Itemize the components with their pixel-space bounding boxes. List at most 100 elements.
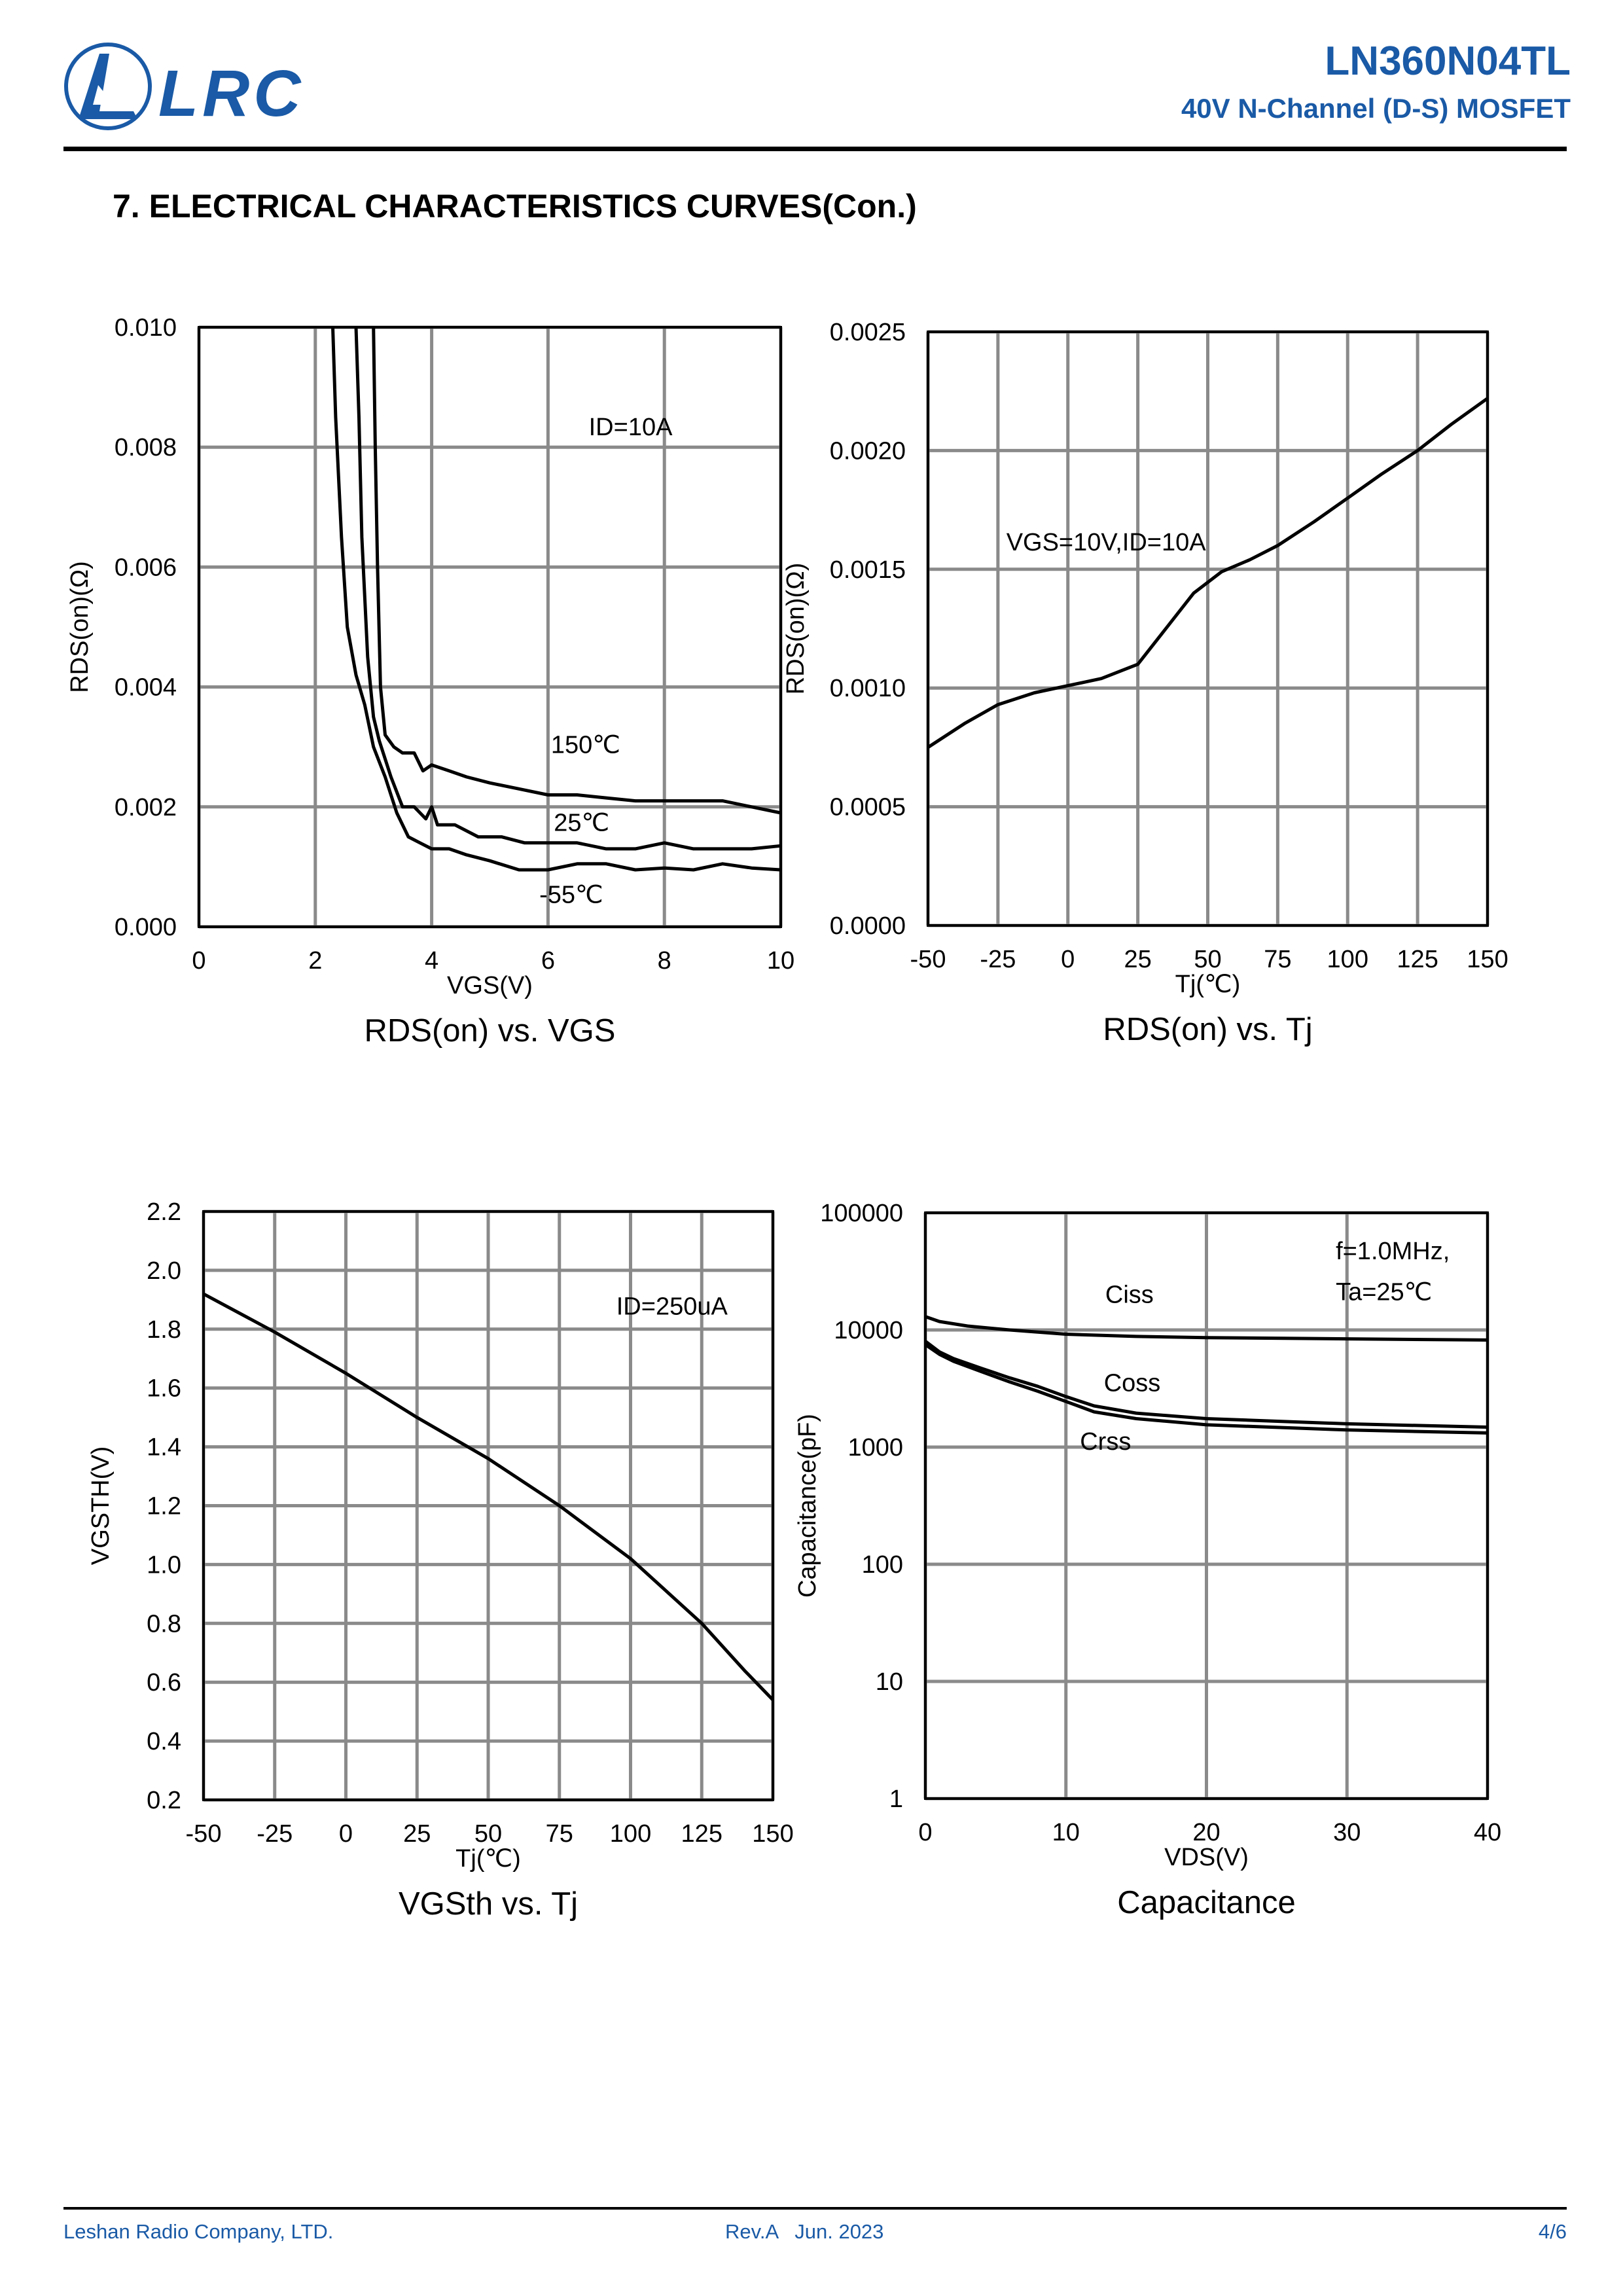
chart-1-annotation: -55℃	[539, 881, 603, 908]
chart-4-annotation: Coss	[1104, 1370, 1161, 1397]
chart-3-ytick-label: 1.0	[147, 1551, 181, 1579]
chart-1-ytick-label: 0.006	[115, 554, 177, 581]
chart-4-plot-frame	[924, 1211, 1489, 1800]
chart-1-series-55	[331, 327, 781, 872]
chart-3-xlabel: Tj(℃)	[455, 1845, 521, 1873]
chart-1-series-25	[354, 327, 781, 851]
chart-3-plot-frame	[202, 1210, 774, 1801]
chart-2-xtick-label: 50	[1194, 946, 1221, 973]
chart-2-ytick-label: 0.0020	[830, 437, 906, 465]
chart-2-xlabel: Tj(℃)	[1175, 971, 1241, 998]
footer-revision: Rev.A Jun. 2023	[725, 2220, 884, 2243]
chart-1-xtick-label: 6	[541, 947, 555, 975]
chart-3-xtick-label: -25	[257, 1820, 293, 1848]
part-description: 40V N-Channel (D-S) MOSFET	[1181, 93, 1571, 124]
chart-4-ytick-label: 10	[876, 1668, 903, 1696]
chart-3-annotation: ID=250uA	[616, 1293, 728, 1320]
chart-4-ytick-label: 100000	[820, 1200, 903, 1227]
chart-1-ytick-label: 0.002	[115, 794, 177, 821]
chart-3-ytick-label: 0.4	[147, 1728, 181, 1755]
chart-1-xtick-label: 2	[308, 947, 322, 975]
chart-2-xtick-label: 100	[1327, 946, 1368, 973]
chart-4-annotation: Crss	[1080, 1428, 1131, 1456]
chart-1-series-150	[372, 327, 781, 815]
chart-2-ytick-label: 0.0010	[830, 675, 906, 702]
chart-2-ytick-label: 0.0005	[830, 794, 906, 821]
chart-3-ylabel: VGSTH(V)	[87, 1446, 115, 1566]
chart-1-ytick-label: 0.008	[115, 434, 177, 461]
chart-2-ytick-label: 0.0000	[830, 912, 906, 940]
chart-1-ylabel: RDS(on)(Ω)	[66, 561, 94, 693]
chart-1-annotation: 150℃	[551, 731, 620, 759]
chart-2-xtick-label: 75	[1264, 946, 1291, 973]
chart-2-xtick-label: 150	[1467, 946, 1508, 973]
chart-4-series-Coss	[924, 1340, 1488, 1429]
chart-2-xtick-label: 0	[1061, 946, 1075, 973]
chart-2-ytick-label: 0.0025	[830, 319, 906, 346]
chart-3-ytick-label: 1.2	[147, 1493, 181, 1520]
chart-3-ytick-label: 1.8	[147, 1316, 181, 1344]
chart-4-xtick-label: 40	[1474, 1819, 1501, 1846]
chart-1-xlabel: VGS(V)	[447, 972, 533, 999]
chart-4-ytick-label: 10000	[834, 1317, 903, 1344]
chart-2-xtick-label: -25	[980, 946, 1016, 973]
chart-3-xtick-label: 125	[681, 1820, 722, 1848]
chart-4-ytick-label: 1000	[847, 1434, 903, 1462]
chart-1-plot-frame	[198, 326, 782, 928]
chart-4-series-Crss	[924, 1343, 1488, 1435]
lrc-logo: LRC	[60, 39, 335, 137]
chart-3-ytick-label: 0.8	[147, 1610, 181, 1638]
chart-1-xtick-label: 4	[425, 947, 438, 975]
chart-3-title: VGSth vs. Tj	[399, 1886, 578, 1922]
chart-2-xtick-label: 125	[1397, 946, 1438, 973]
footer-divider	[63, 2207, 1567, 2210]
chart-3-xtick-label: -50	[186, 1820, 222, 1848]
chart-4-xtick-label: 30	[1333, 1819, 1361, 1846]
chart-2-title: RDS(on) vs. Tj	[1103, 1012, 1312, 1047]
chart-1-xtick-label: 0	[192, 947, 205, 975]
chart-4-xtick-label: 20	[1192, 1819, 1220, 1846]
chart-4-series-Ciss	[925, 1315, 1488, 1342]
chart-4-annotation: Ta=25℃	[1336, 1278, 1432, 1306]
chart-4-ytick-label: 1	[889, 1785, 903, 1813]
chart-4-xtick-label: 0	[918, 1819, 932, 1846]
chart-4-xtick-label: 10	[1052, 1819, 1080, 1846]
chart-2-plot-frame	[927, 331, 1489, 927]
chart-3-ytick-label: 1.4	[147, 1434, 181, 1462]
footer-page: 4/6	[1538, 2220, 1567, 2243]
part-number: LN360N04TL	[1325, 39, 1571, 84]
chart-1-annotation: 25℃	[554, 809, 609, 836]
chart-2-ylabel: RDS(on)(Ω)	[782, 563, 810, 695]
chart-4-xlabel: VDS(V)	[1164, 1844, 1249, 1871]
chart-3-xtick-label: 0	[339, 1820, 353, 1848]
chart-4-ylabel: Capacitance(pF)	[794, 1414, 821, 1598]
chart-1-xtick-label: 10	[767, 947, 794, 975]
chart-2-annotation: VGS=10V,ID=10A	[1007, 529, 1207, 556]
chart-1-ytick-label: 0.000	[115, 914, 177, 941]
chart-1-title: RDS(on) vs. VGS	[365, 1013, 616, 1049]
chart-1-ytick-label: 0.004	[115, 674, 177, 702]
chart-1-ytick-label: 0.010	[115, 314, 177, 342]
chart-4-ytick-label: 100	[862, 1551, 903, 1579]
chart-3-ytick-label: 2.0	[147, 1257, 181, 1285]
chart-2-ytick-label: 0.0015	[830, 556, 906, 584]
chart-3-xtick-label: 75	[546, 1820, 573, 1848]
section-title: 7. ELECTRICAL CHARACTERISTICS CURVES(Con…	[113, 188, 917, 224]
header-divider	[63, 147, 1567, 151]
chart-3-series-VGSth	[202, 1292, 774, 1701]
logo-text: LRC	[158, 57, 305, 130]
chart-3-xtick-label: 50	[474, 1820, 502, 1848]
chart-3-ytick-label: 2.2	[147, 1198, 181, 1226]
chart-4-title: Capacitance	[1117, 1885, 1295, 1920]
chart-2-series-RDSon	[927, 397, 1489, 749]
chart-3-ytick-label: 0.6	[147, 1669, 181, 1696]
chart-3-xtick-label: 25	[403, 1820, 431, 1848]
chart-3-xtick-label: 150	[752, 1820, 793, 1848]
chart-3-ytick-label: 0.2	[147, 1787, 181, 1814]
chart-1-xtick-label: 8	[658, 947, 671, 975]
chart-4-annotation: f=1.0MHz,	[1336, 1238, 1450, 1265]
chart-2-xtick-label: 25	[1124, 946, 1151, 973]
chart-3-xtick-label: 100	[610, 1820, 651, 1848]
chart-3-ytick-label: 1.6	[147, 1375, 181, 1403]
